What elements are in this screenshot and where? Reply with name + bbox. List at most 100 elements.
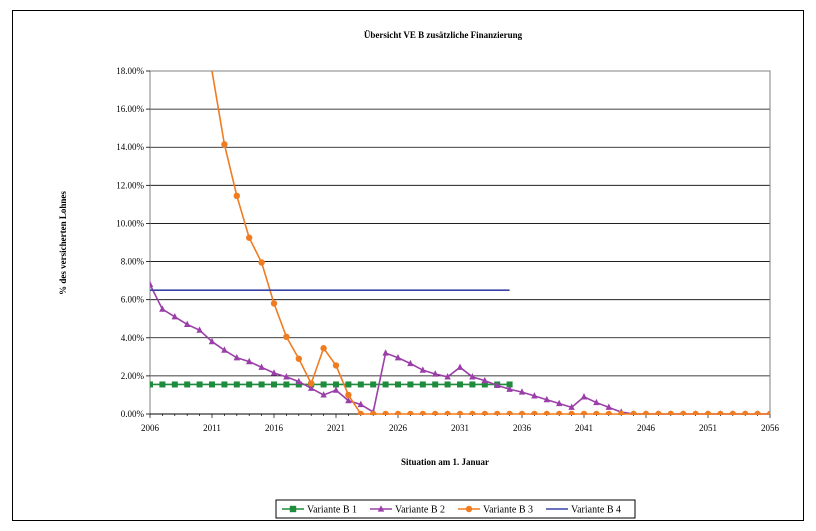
data-point xyxy=(258,363,265,370)
data-point xyxy=(370,381,377,388)
data-point xyxy=(258,381,265,388)
data-point xyxy=(568,403,575,410)
data-point xyxy=(543,395,550,403)
y-tick-label: 16.00% xyxy=(116,104,144,114)
data-point xyxy=(370,410,377,415)
data-point xyxy=(233,192,240,200)
legend-box xyxy=(275,499,636,519)
data-point xyxy=(655,410,662,415)
data-point xyxy=(419,410,426,415)
data-point xyxy=(320,381,327,388)
data-point xyxy=(233,353,240,361)
y-tick-label: 0.00% xyxy=(121,409,145,419)
data-point xyxy=(271,381,277,388)
data-point xyxy=(717,410,724,415)
data-point xyxy=(432,410,439,415)
legend-label: Variante B 1 xyxy=(307,505,357,516)
data-point xyxy=(394,353,402,361)
y-tick-label: 14.00% xyxy=(116,142,144,152)
data-point xyxy=(518,410,526,415)
data-point xyxy=(333,381,339,388)
data-point xyxy=(556,399,563,407)
data-point xyxy=(345,391,352,399)
x-tick-label: 2051 xyxy=(699,423,717,433)
data-point xyxy=(283,381,290,388)
data-point xyxy=(580,410,588,415)
data-point xyxy=(543,410,550,415)
legend-item: Variante B 3 xyxy=(458,505,533,516)
data-point xyxy=(667,410,674,415)
x-tick-label: 2056 xyxy=(761,423,780,433)
legend-item: Variante B 2 xyxy=(370,505,445,516)
data-point xyxy=(246,381,253,388)
data-point xyxy=(283,333,290,341)
data-point xyxy=(481,381,488,388)
x-tick-label: 2021 xyxy=(327,423,345,433)
data-point xyxy=(444,373,451,380)
data-point xyxy=(221,346,228,353)
data-point xyxy=(382,381,389,388)
data-point xyxy=(456,410,464,415)
data-point xyxy=(283,373,290,380)
data-point xyxy=(754,410,761,415)
data-point xyxy=(295,381,302,388)
data-point xyxy=(444,410,451,415)
data-point xyxy=(469,373,476,380)
legend: Variante B 1 Variante B 2 Variante B 3 Vari… xyxy=(275,499,636,519)
data-point xyxy=(407,359,414,367)
data-point xyxy=(209,381,215,388)
data-point xyxy=(432,370,439,377)
data-point xyxy=(469,381,476,388)
data-point xyxy=(196,326,203,333)
data-point xyxy=(171,381,178,388)
y-tick-label: 8.00% xyxy=(121,257,145,267)
x-axis-label: Situation am 1. Januar xyxy=(401,457,489,467)
chart-frame xyxy=(12,10,804,521)
legend-label: Variante B 4 xyxy=(571,505,621,516)
y-tick-label: 6.00% xyxy=(121,295,145,305)
series-group xyxy=(150,71,770,415)
data-point xyxy=(394,410,402,415)
y-tick-label: 18.00% xyxy=(116,66,144,76)
data-point xyxy=(221,141,228,148)
x-axis: 2006 2011 2016 2021 2026 2031 2036 2041 2046 2051… xyxy=(141,413,780,433)
data-point xyxy=(357,381,364,388)
series-variante-b-3 xyxy=(211,71,770,415)
legend-marker xyxy=(465,505,473,513)
y-tick-label: 10.00% xyxy=(116,218,144,228)
data-point xyxy=(184,381,191,388)
data-point xyxy=(221,381,228,388)
data-point xyxy=(332,362,340,369)
data-point xyxy=(184,320,191,328)
legend-marker xyxy=(377,505,385,512)
data-point xyxy=(704,410,712,415)
data-point xyxy=(506,410,513,415)
data-point xyxy=(531,410,538,415)
gridlines xyxy=(150,70,770,415)
data-point xyxy=(308,380,315,387)
data-point xyxy=(605,410,612,415)
data-point xyxy=(580,393,588,400)
data-point xyxy=(419,381,426,388)
data-point xyxy=(345,396,352,404)
data-point xyxy=(407,381,414,388)
x-tick-label: 2036 xyxy=(513,423,532,433)
data-point xyxy=(518,388,526,395)
data-point xyxy=(295,377,302,385)
data-point xyxy=(642,410,650,415)
legend-label: Variante B 2 xyxy=(395,505,445,516)
data-point xyxy=(531,392,538,399)
data-point xyxy=(382,349,389,356)
y-axis: 0.00% 2.00% 4.00% 6.00% 8.00% 10.00% 12.00% 14.… xyxy=(116,66,150,419)
data-point xyxy=(568,410,575,415)
data-point xyxy=(593,410,600,415)
data-point xyxy=(320,391,327,398)
series-line xyxy=(211,71,770,415)
x-tick-label: 2026 xyxy=(389,423,408,433)
legend-item: Variante B 4 xyxy=(546,505,621,516)
data-point xyxy=(233,381,240,388)
data-point xyxy=(357,400,364,408)
data-point xyxy=(150,381,153,388)
data-point xyxy=(171,313,178,320)
data-point xyxy=(680,410,687,415)
